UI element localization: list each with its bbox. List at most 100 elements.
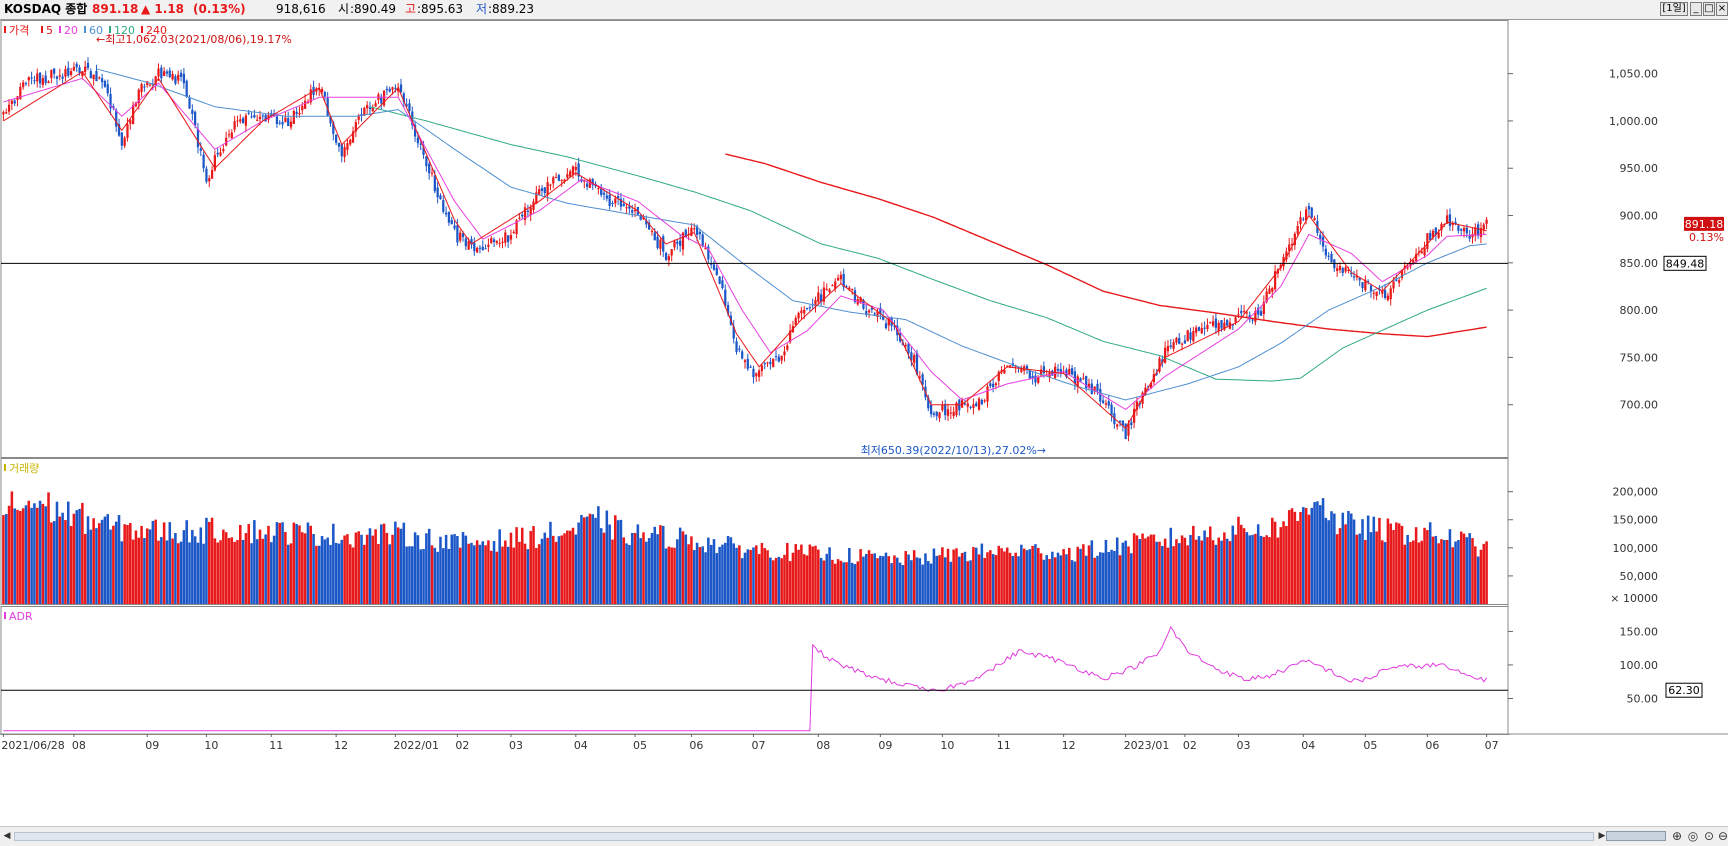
volume-bar: [444, 534, 448, 604]
scroll-thumb[interactable]: [1606, 831, 1666, 841]
volume-unit-label: × 10000: [1610, 592, 1658, 605]
volume-bar: [50, 522, 53, 604]
close-icon[interactable]: ×: [1716, 2, 1728, 16]
candle-body: [1285, 251, 1288, 260]
candle-body: [256, 119, 259, 121]
volume-bar: [1166, 547, 1170, 604]
candle-body: [320, 88, 324, 93]
adr-ref-tag-bg: [1665, 682, 1703, 698]
volume-bar: [207, 521, 211, 604]
adr-ref-tag: 62.30: [1668, 684, 1700, 697]
candle-body: [349, 139, 352, 145]
current-price-tag-bg: [1684, 216, 1724, 231]
volume-bar: [932, 548, 936, 604]
candle-body: [1474, 227, 1477, 236]
volume-bar: [1273, 521, 1277, 604]
volume-bar: [955, 548, 958, 604]
volume-bar: [966, 561, 970, 604]
candle-body: [44, 75, 47, 83]
scroll-track[interactable]: [14, 832, 1594, 841]
x-axis-label: 2023/01: [1124, 739, 1170, 752]
volume-bar: [1302, 507, 1305, 604]
candle-body: [346, 143, 349, 150]
candle-body: [301, 105, 304, 111]
volume-bar: [1400, 525, 1404, 604]
volume-bar: [114, 521, 118, 604]
candle-body: [1003, 369, 1006, 374]
legend-label-price: 240: [146, 24, 167, 37]
volume-bar: [89, 529, 93, 604]
x-axis-label: 07: [751, 739, 765, 752]
zoom-reset-icon[interactable]: ◎: [1687, 829, 1699, 843]
scroll-right-icon[interactable]: ▶: [1598, 831, 1606, 841]
candle-body: [591, 179, 594, 186]
volume-bar: [425, 533, 428, 604]
volume-bar: [481, 541, 485, 604]
horizontal-scrollbar[interactable]: ◀ ▶ ⊕ ◎ ⊙ ⊖: [0, 826, 1728, 846]
volume-bar: [625, 543, 628, 604]
candle-body: [492, 239, 496, 242]
volume-bar: [805, 555, 809, 604]
candle-body: [546, 182, 549, 196]
volume-bar: [98, 523, 101, 604]
volume-bar: [1101, 552, 1105, 604]
volume-bar: [272, 535, 276, 604]
volume-bar: [92, 518, 95, 604]
volume-bar: [1369, 532, 1373, 604]
volume-axis-label: 150,000: [1613, 514, 1659, 527]
candle-body: [1440, 223, 1443, 231]
candle-body: [2, 112, 5, 115]
candle-body: [205, 168, 208, 182]
candle-body: [1437, 232, 1440, 238]
volume-bar: [1380, 540, 1384, 604]
volume-bar: [822, 560, 826, 604]
volume-bar: [95, 528, 98, 604]
candle-body: [36, 73, 39, 82]
candle-body: [673, 241, 676, 248]
volume-bar: [901, 565, 905, 604]
restore-icon[interactable]: □: [1703, 2, 1715, 16]
zoom-fit-icon[interactable]: ⊙: [1703, 829, 1715, 843]
candle-body: [1082, 377, 1085, 379]
candle-body: [126, 124, 129, 138]
minimize-icon[interactable]: _: [1690, 2, 1702, 16]
candle-body: [1068, 368, 1071, 375]
volume-bar: [52, 521, 56, 604]
candle-body: [27, 77, 30, 81]
x-axis-label: 09: [878, 739, 892, 752]
candle-body: [84, 66, 87, 73]
candle-body: [569, 171, 572, 177]
volume-bar: [1304, 507, 1308, 604]
volume-bar: [1245, 532, 1249, 604]
volume-bar: [1121, 542, 1125, 604]
candle-body: [182, 73, 186, 84]
volume-bar: [608, 524, 611, 604]
volume-bar: [267, 525, 270, 604]
candle-body: [24, 83, 28, 85]
volume-bar: [112, 525, 115, 604]
zoom-out-icon[interactable]: ⊖: [1717, 829, 1728, 843]
volume-bar: [346, 534, 349, 604]
candle-body: [690, 227, 693, 236]
candle-body: [1037, 377, 1040, 383]
candle-body: [1195, 327, 1198, 333]
period-button[interactable]: [1일]: [1660, 2, 1688, 16]
volume-bar: [1395, 522, 1398, 604]
volume-bar: [1073, 561, 1077, 604]
candle-body: [1124, 423, 1127, 439]
candle-body: [752, 368, 755, 378]
candle-body: [952, 411, 955, 417]
candle-body: [55, 76, 59, 79]
candle-body: [577, 163, 580, 177]
zoom-in-icon[interactable]: ⊕: [1671, 829, 1683, 843]
volume-bar: [715, 553, 719, 604]
volume-bar: [1313, 502, 1316, 604]
volume-bar: [1462, 533, 1466, 604]
volume-bar: [1316, 501, 1319, 604]
candle-body: [1099, 388, 1102, 402]
scroll-left-icon[interactable]: ◀: [3, 831, 11, 841]
candle-body: [763, 363, 766, 365]
stock-chart[interactable]: ←최고1,062.03(2021/08/06),19.17% 최저650.39(2…: [0, 20, 1728, 826]
volume-bar: [921, 564, 924, 604]
candle-body: [7, 104, 11, 112]
